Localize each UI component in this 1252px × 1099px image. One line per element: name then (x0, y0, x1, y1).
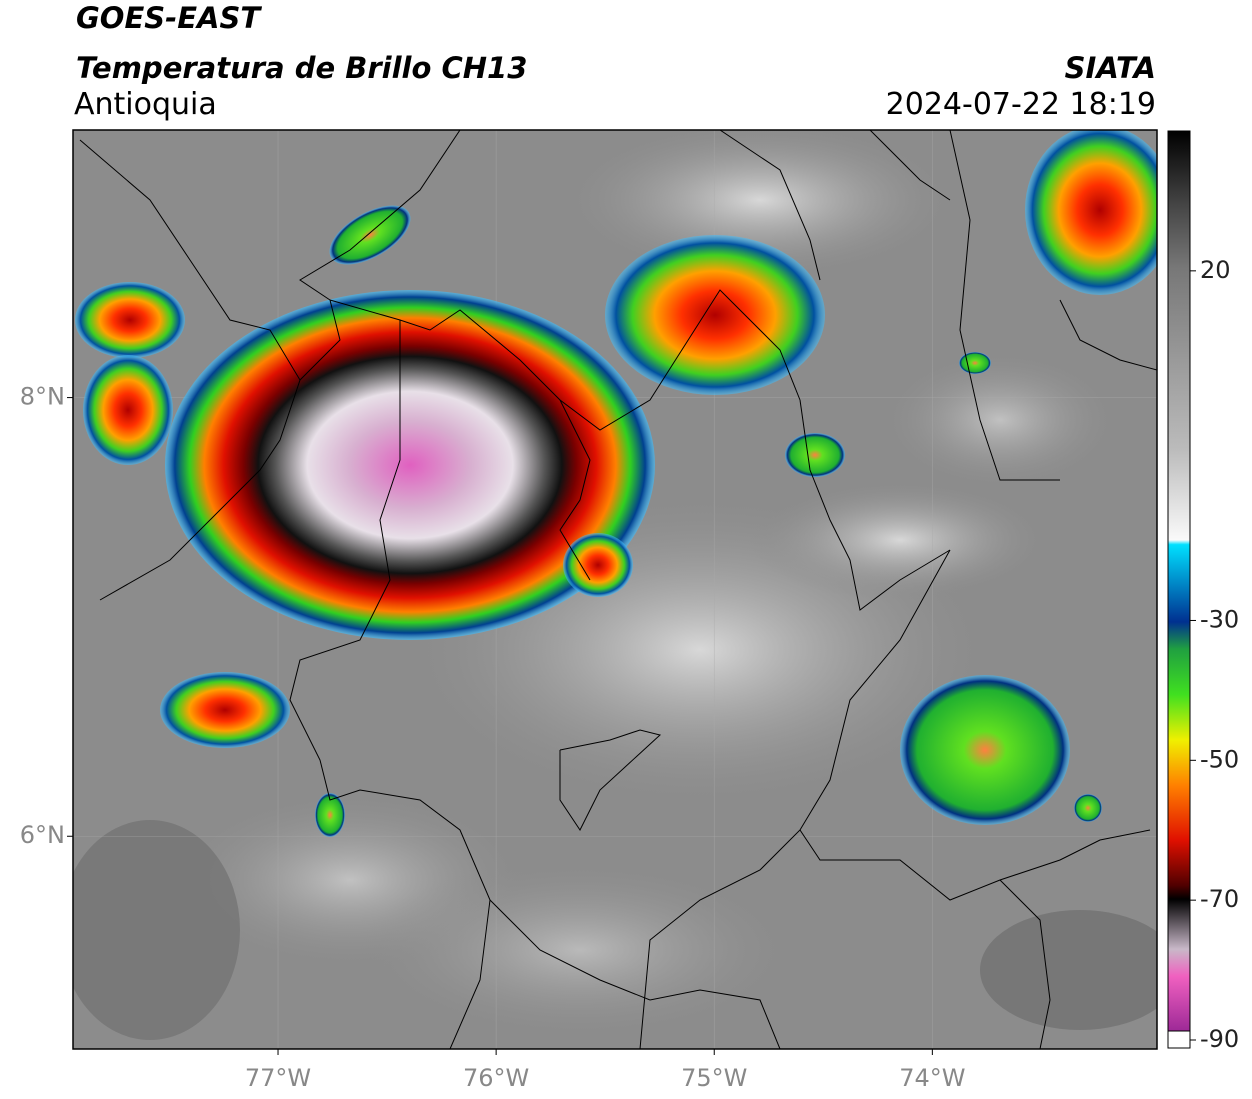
product-title: Temperatura de Brillo CH13 (76, 51, 527, 85)
colorbar-tick-label: 20 (1200, 256, 1231, 284)
x-tick-label: 74°W (899, 1064, 965, 1092)
colorbar-tick-label: -50 (1200, 745, 1239, 773)
colorbar-tick-label: -30 (1200, 605, 1239, 633)
colorbar (1167, 130, 1191, 1041)
satellite-title: GOES-EAST (76, 1, 262, 35)
x-tick-label: 76°W (463, 1064, 529, 1092)
x-tick-label: 75°W (681, 1064, 747, 1092)
y-tick-label: 8°N (20, 383, 65, 411)
map-frame (72, 129, 1158, 1050)
timestamp: 2024-07-22 18:19 (886, 87, 1156, 122)
background-clouds (73, 130, 1157, 1040)
y-tick-label: 6°N (20, 821, 65, 849)
colorbar-extension (1167, 1030, 1191, 1049)
x-tick-label: 77°W (245, 1064, 311, 1092)
colorbar-tick-label: -90 (1200, 1025, 1239, 1053)
agency-label: SIATA (1065, 51, 1156, 85)
colorbar-tick-label: -70 (1200, 885, 1239, 913)
map-area (73, 130, 1157, 1049)
convective-cells (75, 130, 1157, 837)
borders (79, 130, 1157, 1049)
region-label: Antioquia (74, 87, 217, 122)
